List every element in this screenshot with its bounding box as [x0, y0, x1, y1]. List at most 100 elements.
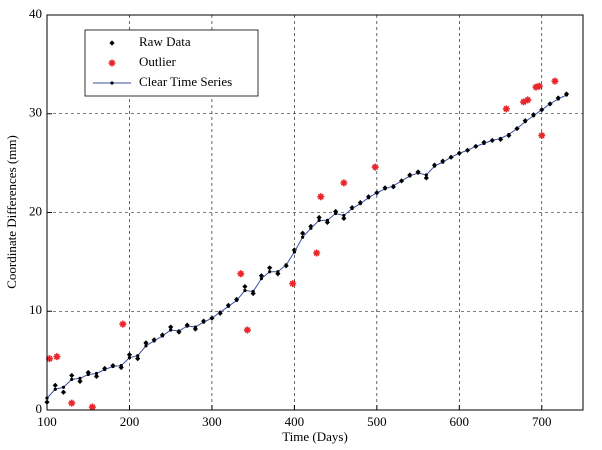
y-tick-label: 40 — [29, 6, 42, 21]
raw-point — [291, 247, 297, 253]
raw-point — [324, 219, 330, 225]
series-point — [375, 191, 379, 195]
series-point — [226, 304, 231, 308]
series-point — [383, 187, 387, 191]
series-point — [540, 108, 544, 112]
legend-label: Clear Time Series — [139, 74, 232, 89]
raw-point — [93, 373, 100, 380]
raw-point — [143, 340, 149, 346]
plot-frame — [46, 14, 584, 411]
series-point — [498, 136, 503, 141]
x-tick-label: 400 — [285, 414, 305, 429]
series-point — [416, 171, 420, 175]
x-tick-label: 200 — [120, 414, 140, 429]
series-point — [259, 277, 263, 281]
series-point — [465, 148, 470, 152]
series-point — [110, 81, 114, 85]
raw-point — [423, 175, 429, 181]
series-point — [111, 364, 115, 369]
series-point — [301, 235, 305, 239]
raw-point — [242, 283, 248, 290]
outlier-point — [371, 163, 379, 171]
legend-marker — [109, 40, 115, 46]
x-tick-label: 100 — [37, 414, 57, 429]
y-axis-label: Coordinate Differences (mm) — [4, 135, 19, 289]
series-point — [531, 114, 536, 118]
raw-point — [118, 364, 124, 371]
y-tick-label: 10 — [29, 302, 42, 317]
series-point — [103, 367, 107, 372]
series-point — [276, 270, 280, 274]
series-point — [284, 263, 288, 267]
series-point — [317, 218, 321, 222]
series-point — [53, 387, 57, 391]
outlier-point — [551, 77, 559, 85]
y-tick-label: 20 — [29, 203, 42, 218]
outlier-point — [524, 96, 532, 104]
outlier-point — [68, 399, 76, 407]
x-tick-label: 500 — [367, 414, 387, 429]
series-point — [169, 328, 173, 332]
outlier-point — [313, 249, 321, 257]
series-point — [235, 298, 239, 302]
series-point — [292, 250, 296, 254]
raw-point — [192, 326, 199, 332]
series-point — [152, 339, 156, 343]
series-point — [78, 376, 82, 380]
series-point — [185, 324, 189, 328]
series-point — [86, 372, 90, 377]
series-point — [193, 325, 198, 329]
series-point — [367, 196, 371, 200]
outlier-point — [317, 193, 325, 201]
raw-point — [69, 372, 75, 379]
legend-label: Raw Data — [139, 34, 191, 49]
y-tick-label: 30 — [29, 105, 42, 120]
series-line — [46, 94, 567, 399]
series-point — [391, 184, 395, 188]
outlier-point — [45, 355, 53, 363]
series-point — [358, 202, 362, 206]
series-point — [482, 141, 486, 145]
series-point — [457, 151, 461, 155]
raw-point — [168, 324, 174, 330]
legend-marker — [108, 59, 116, 67]
raw-point — [333, 208, 339, 215]
series-point — [399, 179, 404, 183]
series-point — [507, 132, 511, 137]
raw-point — [250, 290, 256, 297]
series-point — [160, 334, 165, 338]
series-point — [268, 270, 272, 274]
series-point — [309, 226, 313, 230]
raw-point — [258, 273, 264, 279]
raw-point — [300, 230, 306, 236]
series-point — [564, 93, 569, 97]
outlier-point — [289, 280, 297, 288]
raw-point — [85, 369, 91, 376]
raw-point — [77, 378, 83, 384]
x-tick-label: 600 — [450, 414, 470, 429]
legend-label: Outlier — [139, 54, 176, 69]
raw-point — [341, 215, 347, 222]
series-point — [94, 371, 99, 376]
raw-point — [267, 265, 273, 271]
series-point — [424, 173, 428, 177]
raw-point — [275, 271, 281, 277]
outlier-point — [53, 353, 61, 361]
series-point — [490, 138, 494, 143]
outlier-point — [520, 98, 528, 106]
series-point — [61, 385, 66, 389]
x-tick-label: 300 — [202, 414, 222, 429]
legend: Raw Data Outlier Clear Time Series — [84, 29, 259, 97]
series-point — [251, 289, 255, 294]
outlier-point — [237, 270, 245, 278]
series-point — [432, 164, 437, 168]
series-point — [202, 320, 206, 324]
x-axis-label: Time (Days) — [282, 429, 348, 444]
raw-point — [60, 389, 67, 395]
series-point — [70, 377, 74, 381]
x-tick-label: 700 — [532, 414, 552, 429]
series-point — [210, 316, 214, 320]
series-point — [119, 363, 123, 368]
outlier-point — [538, 131, 546, 139]
